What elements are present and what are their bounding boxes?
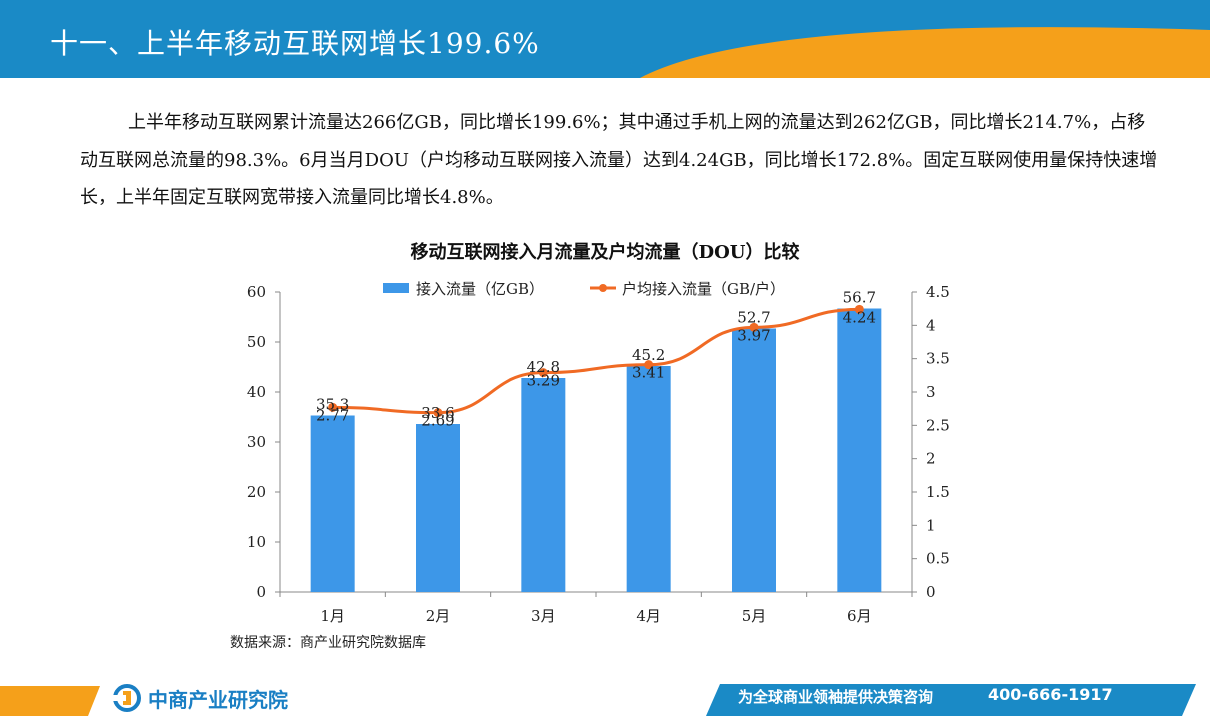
line-point (538, 368, 548, 378)
header-background (0, 0, 1210, 78)
x-tick-label: 6月 (847, 607, 872, 625)
footer-logo: 中商产业研究院 (112, 683, 288, 713)
bar (732, 328, 776, 592)
bar (626, 366, 671, 592)
x-tick-label: 4月 (636, 607, 661, 625)
line-point (433, 408, 443, 418)
footer-background (0, 684, 1196, 716)
header-banner: 十一、上半年移动互联网增长199.6% (0, 0, 1210, 78)
intro-paragraph: 上半年移动互联网累计流量达266亿GB，同比增长199.6%；其中通过手机上网的… (80, 112, 1158, 208)
bar-value-label: 45.2 (632, 346, 665, 364)
y-left-tick-label: 30 (247, 433, 266, 451)
y-left-tick-label: 0 (256, 583, 266, 601)
bar-value-label: 56.7 (843, 289, 876, 307)
x-tick-label: 5月 (742, 607, 767, 625)
x-tick-label: 3月 (531, 607, 556, 625)
y-left-tick-label: 10 (247, 533, 266, 551)
y-left-tick-label: 40 (247, 383, 266, 401)
line-point (644, 360, 654, 370)
legend-line-marker (599, 284, 607, 292)
bar (521, 378, 566, 592)
legend-bar-swatch (383, 283, 409, 293)
y-right-tick-label: 2.5 (926, 416, 950, 434)
bar (837, 308, 882, 592)
y-right-tick-label: 2 (926, 450, 936, 468)
data-labels: 35.3 33.6 42.8 45.2 52.7 56.7 2.77 2.69 3.29 3.41… (316, 289, 876, 430)
data-source: 数据来源：商产业研究院数据库 (230, 635, 426, 651)
line-value-label: 3.97 (737, 326, 770, 344)
bar-value-label: 35.3 (316, 396, 349, 414)
legend-bar-label: 接入流量（亿GB） (416, 280, 544, 298)
chart-axes: 0 10 20 30 40 50 60 0 0.5 1 1.5 2 2.5 3 3.5 4 4.5 1月 2月 3月 4… (247, 283, 950, 625)
y-left-tick-label: 20 (247, 483, 266, 501)
line-point (854, 304, 864, 314)
page-title: 十一、上半年移动互联网增长199.6% (50, 27, 540, 60)
bar-value-label: 42.8 (527, 358, 560, 376)
line-value-label: 3.29 (527, 372, 560, 390)
y-right-tick-label: 0 (926, 583, 936, 601)
bar-value-label: 33.6 (421, 404, 454, 422)
chart-title: 移动互联网接入月流量及户均流量（DOU）比较 (410, 242, 800, 263)
y-right-tick-label: 1.5 (926, 483, 950, 501)
footer-slogan: 为全球商业领袖提供决策咨询 (738, 688, 934, 706)
x-tick-label: 1月 (320, 607, 345, 625)
footer-phone: 400-666-1917 (988, 685, 1113, 704)
y-left-tick-label: 50 (247, 333, 266, 351)
y-right-tick-label: 3.5 (926, 350, 950, 368)
footer-bar (0, 680, 1210, 716)
line-value-label: 4.24 (843, 308, 876, 326)
bar-series (310, 308, 882, 592)
logo-text: 中商产业研究院 (148, 687, 288, 712)
y-left-tick-label: 60 (247, 283, 266, 301)
line-value-label: 2.77 (316, 406, 349, 424)
y-right-tick-label: 3 (926, 383, 936, 401)
series-line (332, 307, 860, 415)
line-value-label: 3.41 (632, 364, 665, 382)
logo-icon (112, 684, 141, 712)
x-tick-label: 2月 (426, 607, 451, 625)
line-point (749, 322, 759, 332)
chart-legend: 接入流量（亿GB） 户均接入流量（GB/户） (383, 280, 785, 298)
legend-line-label: 户均接入流量（GB/户） (622, 280, 785, 298)
line-series (328, 304, 864, 418)
y-right-tick-label: 4.5 (926, 283, 950, 301)
y-right-tick-label: 4 (926, 316, 936, 334)
bar (416, 424, 460, 592)
bar-value-label: 52.7 (737, 309, 770, 327)
bar (310, 415, 355, 592)
line-point (328, 402, 338, 412)
y-right-tick-label: 0.5 (926, 550, 950, 568)
y-right-tick-label: 1 (926, 516, 936, 534)
line-value-label: 2.69 (421, 412, 454, 430)
